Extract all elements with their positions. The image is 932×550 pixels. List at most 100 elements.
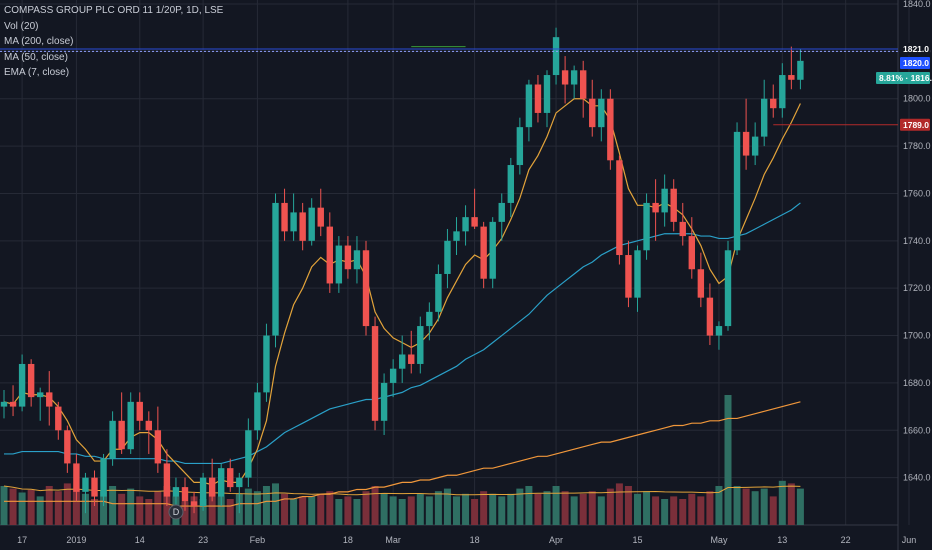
volume-bar: [109, 486, 117, 525]
ema7-indicator-label[interactable]: EMA (7, close): [4, 67, 70, 78]
volume-bar: [507, 493, 515, 525]
candle-body: [91, 477, 98, 497]
volume-bar: [335, 499, 343, 525]
price-tag: 1789.0: [900, 118, 930, 131]
volume-bar: [624, 486, 632, 525]
candle-body: [706, 297, 714, 336]
volume-bar: [398, 499, 406, 525]
time-tick-label: 18: [470, 535, 480, 545]
volume-bar: [425, 496, 433, 525]
price-tick-label: 1760.0: [903, 188, 931, 198]
volume-bar: [308, 496, 316, 525]
candle-body: [64, 430, 71, 464]
candle-body: [145, 420, 152, 431]
candle-body: [634, 250, 641, 298]
time-tick-label: 22: [841, 535, 851, 545]
volume-bar: [715, 486, 723, 525]
price-tick-label: 1680.0: [903, 378, 931, 388]
candle-body: [426, 311, 433, 327]
volume-bar: [226, 499, 234, 525]
time-tick-label: Apr: [549, 535, 563, 545]
candle-body: [788, 75, 795, 80]
time-tick-label: 13: [777, 535, 787, 545]
volume-bar: [136, 496, 144, 525]
price-tag-box: [900, 56, 930, 69]
candle-body: [598, 98, 605, 128]
time-tick-label: May: [710, 535, 728, 545]
volume-bar: [443, 488, 451, 525]
volume-bar: [380, 493, 388, 525]
candle-body: [136, 401, 143, 421]
candle-body: [37, 392, 44, 398]
symbol-title[interactable]: COMPASS GROUP PLC ORD 11 1/20P, 1D, LSE: [4, 5, 224, 16]
time-tick-label: 2019: [66, 535, 86, 545]
candle-body: [489, 221, 496, 279]
time-tick-label: 18: [343, 535, 353, 545]
candle-body: [154, 430, 162, 464]
volume-bar: [697, 496, 705, 525]
volume-bar: [471, 499, 479, 525]
volume-bar: [154, 491, 162, 525]
volume-bar: [389, 496, 397, 525]
volume-bar: [118, 493, 126, 525]
volume-bar: [742, 488, 750, 525]
volume-bar: [688, 493, 696, 525]
time-tick-label: 15: [632, 535, 642, 545]
candle-body: [218, 468, 225, 497]
candle-body: [697, 269, 705, 298]
candle-body: [580, 70, 587, 99]
candle-body: [570, 70, 578, 85]
volume-bar: [371, 486, 379, 525]
candle-body: [199, 477, 207, 507]
candle-body: [0, 401, 8, 407]
volume-bar: [281, 493, 289, 525]
volume-bar: [588, 491, 596, 525]
price-tag-label: 1789.0: [903, 120, 929, 130]
candle-body: [299, 212, 306, 241]
candle-body: [417, 326, 424, 364]
dividend-marker[interactable]: D: [168, 504, 184, 520]
candle-body: [751, 136, 759, 156]
candle-body: [742, 131, 750, 156]
dividend-marker-circle: [168, 504, 184, 520]
volume-bar: [434, 491, 442, 525]
time-tick-label: Mar: [385, 535, 401, 545]
volume-bar: [597, 496, 605, 525]
candle-body: [380, 382, 388, 421]
volume-bar: [253, 491, 261, 525]
volume-bar: [543, 491, 551, 525]
volume-bar: [299, 496, 307, 525]
volume-bar: [290, 499, 298, 525]
candle-body: [317, 207, 324, 227]
time-tick-label: 17: [17, 535, 27, 545]
dividend-marker-label: D: [173, 507, 180, 517]
volume-bar: [643, 491, 651, 525]
chart-legend: COMPASS GROUP PLC ORD 11 1/20P, 1D, LSE …: [4, 3, 223, 81]
volume-bar: [615, 483, 623, 525]
price-axis[interactable]: 1640.0 1660.0 1680.0 1700.0 1720.0 1740.0 1760…: [876, 0, 932, 483]
candle-body: [100, 458, 107, 497]
volume-bar: [416, 493, 424, 525]
candle-body: [290, 212, 297, 232]
volume-bar: [262, 486, 270, 525]
candle-body: [770, 98, 777, 109]
candle-body: [109, 420, 116, 459]
candlesticks: [0, 27, 804, 516]
price-tag-box: [900, 118, 930, 131]
volume-bar: [462, 493, 470, 525]
candle-body: [462, 217, 469, 232]
volume-bar: [217, 496, 225, 525]
candle-body: [471, 217, 478, 227]
volume-indicator-label[interactable]: Vol (20): [4, 20, 39, 32]
ma200-indicator-label[interactable]: MA (200, close): [4, 36, 74, 47]
candle-body: [534, 84, 542, 113]
candle-body: [408, 354, 415, 364]
candle-body: [118, 420, 125, 450]
volume-bar: [787, 483, 795, 525]
price-levels: [0, 46, 898, 126]
time-axis[interactable]: 17 2019 14 23 Feb 18 Mar 18 Apr 15 May 13 22 Jun: [17, 535, 916, 545]
volume-bar: [100, 491, 108, 525]
ma50-indicator-label[interactable]: MA (50, close): [4, 51, 68, 63]
candle-body: [190, 501, 198, 507]
